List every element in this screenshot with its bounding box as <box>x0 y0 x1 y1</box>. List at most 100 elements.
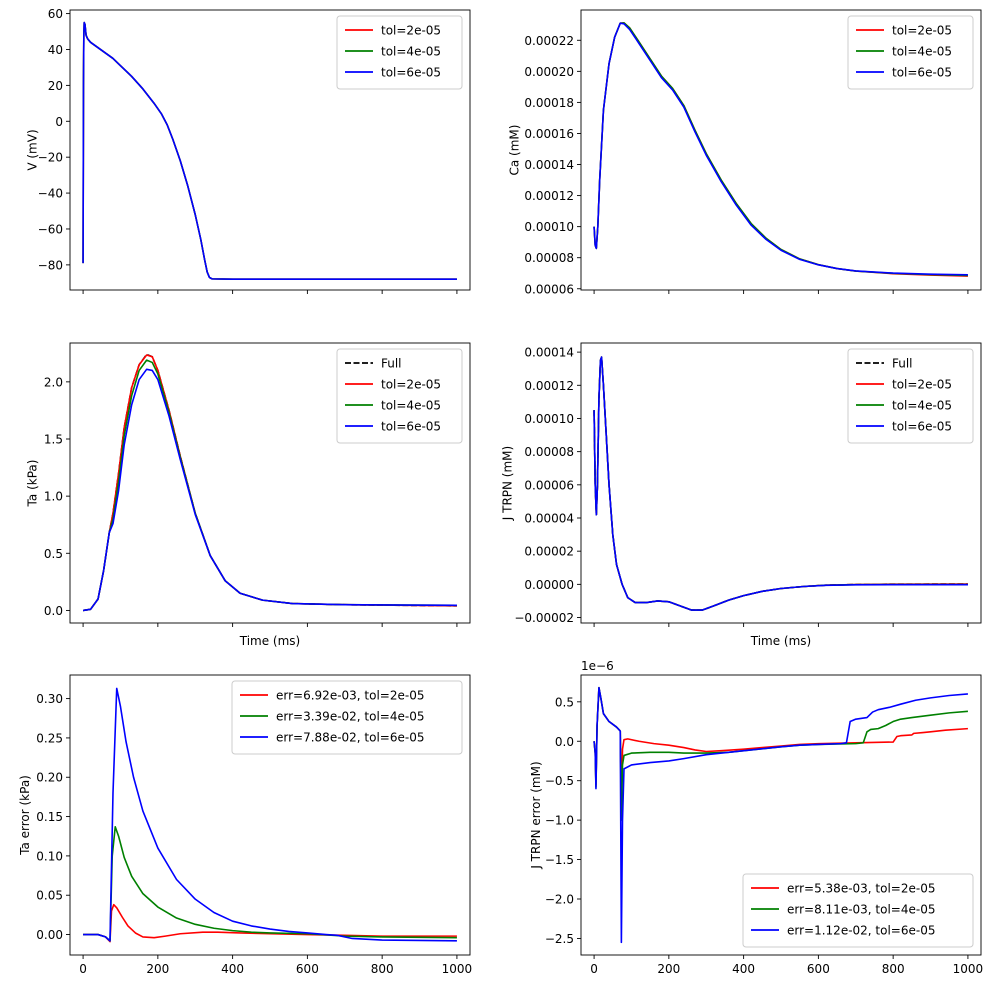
legend-label: tol=4e-05 <box>381 399 441 413</box>
y-tick-label: −20 <box>38 151 63 165</box>
legend-label: err=6.92e-03, tol=2e-05 <box>276 689 424 703</box>
series-group <box>593 356 968 611</box>
axes-frame <box>580 342 982 624</box>
legend-label: Full <box>381 357 402 371</box>
legend-box <box>847 15 974 90</box>
y-tick-label: 0.00016 <box>524 127 574 141</box>
series-group <box>83 687 457 943</box>
x-tick-label: 600 <box>807 962 830 976</box>
legend-label: tol=6e-05 <box>892 420 952 434</box>
y-tick-label: 0.00018 <box>524 96 574 110</box>
y-tick-label: 0.00010 <box>524 412 574 426</box>
y-tick-label: 20 <box>48 79 63 93</box>
y-tick-label: 0.00002 <box>524 545 574 559</box>
y-tick-label: 0.00 <box>36 928 63 942</box>
x-axis-label: Time (ms) <box>750 634 812 648</box>
y-axis-label: Ca (mM) <box>508 125 522 176</box>
legend-label: tol=2e-05 <box>892 378 952 392</box>
series-line-2 <box>593 686 968 944</box>
y-tick-label: −2.0 <box>545 893 574 907</box>
y-tick-label: 0.0 <box>44 604 63 618</box>
legend-box <box>742 873 974 948</box>
y-tick-label: 0.30 <box>36 692 63 706</box>
legend-label: err=8.11e-03, tol=4e-05 <box>787 903 935 917</box>
axes-frame <box>69 342 471 624</box>
y-tick-label: 0.0 <box>555 735 574 749</box>
y-tick-label: −1.5 <box>545 853 574 867</box>
axes-frame <box>69 674 471 956</box>
x-tick-label: 800 <box>882 962 905 976</box>
y-axis-label: Ta (kPa) <box>25 460 39 508</box>
y-tick-label: 0.00022 <box>524 34 574 48</box>
x-tick-label: 400 <box>732 962 755 976</box>
x-tick-label: 200 <box>146 962 169 976</box>
chart-v: 60 40 20 0 −20 −40 −60 −80 V (mV) tol=2e-05 tol=4e… <box>25 7 471 294</box>
series-group <box>82 21 457 281</box>
y-tick-label: −40 <box>38 187 63 201</box>
y-tick-label: −60 <box>38 222 63 236</box>
y-tick-label: 2.0 <box>44 375 63 389</box>
series-line-1 <box>83 826 457 942</box>
legend-label: tol=4e-05 <box>892 399 952 413</box>
x-tick-label: 600 <box>296 962 319 976</box>
series-line-2 <box>593 22 968 276</box>
y-tick-label: 0.00010 <box>524 220 574 234</box>
axes-frame <box>580 9 982 291</box>
chart-jtrpn: −0.00002 0.00000 0.00002 0.00004 0.00006 0.00… <box>500 342 982 648</box>
y-tick-label: 0.00006 <box>524 282 574 296</box>
x-axis-label: Time (ms) <box>239 634 301 648</box>
x-tick-label: 0 <box>590 962 598 976</box>
y-tick-label: 0.00014 <box>524 346 574 360</box>
y-tick-label: 1.5 <box>44 433 63 447</box>
y-tick-label: 0.00006 <box>524 478 574 492</box>
y-tick-label: 1.0 <box>44 490 63 504</box>
y-tick-label: 60 <box>48 7 63 21</box>
y-tick-label: 0.05 <box>36 889 63 903</box>
legend: err=5.38e-03, tol=2e-05 err=8.11e-03, tol… <box>742 873 974 948</box>
legend-label: tol=4e-05 <box>892 45 952 59</box>
series-group <box>593 22 968 277</box>
legend: Full tol=2e-05 tol=4e-05 tol=6e-05 <box>847 348 974 444</box>
y-axis-label: V (mV) <box>25 129 39 170</box>
series-group <box>82 353 457 612</box>
x-tick-label: 0 <box>79 962 87 976</box>
legend-label: tol=2e-05 <box>892 24 952 38</box>
legend-box <box>336 348 463 444</box>
y-tick-label: −80 <box>38 258 63 272</box>
legend-label: tol=6e-05 <box>381 420 441 434</box>
y-tick-label: 0.10 <box>36 849 63 863</box>
y-tick-label: 0.00004 <box>524 512 574 526</box>
legend: tol=2e-05 tol=4e-05 tol=6e-05 <box>847 15 974 90</box>
legend-box <box>847 348 974 444</box>
legend: err=6.92e-03, tol=2e-05 err=3.39e-02, tol… <box>231 680 463 755</box>
y-tick-label: 0.00000 <box>524 578 574 592</box>
y-tick-label: 0.00012 <box>524 379 574 393</box>
x-tick-label: 1000 <box>953 962 984 976</box>
y-tick-label: 0.00020 <box>524 65 574 79</box>
series-line-0 <box>83 903 457 943</box>
x-tick-label: 200 <box>657 962 680 976</box>
y-tick-label: 0.00008 <box>524 445 574 459</box>
series-line-3 <box>82 368 457 612</box>
y-axis-label: J TRPN error (mM) <box>529 761 543 869</box>
y-tick-label: 0.00014 <box>524 158 574 172</box>
legend: Full tol=2e-05 tol=4e-05 tol=6e-05 <box>336 348 463 444</box>
legend-label: tol=6e-05 <box>892 66 952 80</box>
y-tick-label: −2.5 <box>545 932 574 946</box>
axes-frame <box>69 9 471 291</box>
legend-label: tol=6e-05 <box>381 66 441 80</box>
series-line-2 <box>82 21 457 281</box>
y-tick-label: 0.15 <box>36 810 63 824</box>
series-group <box>593 686 968 944</box>
legend-label: tol=2e-05 <box>381 378 441 392</box>
y-tick-label: 0.00012 <box>524 189 574 203</box>
legend-label: tol=2e-05 <box>381 24 441 38</box>
legend-label: err=5.38e-03, tol=2e-05 <box>787 882 935 896</box>
y-tick-label: 0.20 <box>36 771 63 785</box>
chart-ca: 0.00006 0.00008 0.00010 0.00012 0.00014 0.000… <box>508 9 982 296</box>
chart-ta_err: 0 200 400 600 800 1000 0.00 0.05 0.10 0.15 0.20 0.2… <box>18 674 472 976</box>
x-tick-label: 800 <box>371 962 394 976</box>
x-tick-label: 400 <box>221 962 244 976</box>
legend-label: err=7.88e-02, tol=6e-05 <box>276 731 424 745</box>
